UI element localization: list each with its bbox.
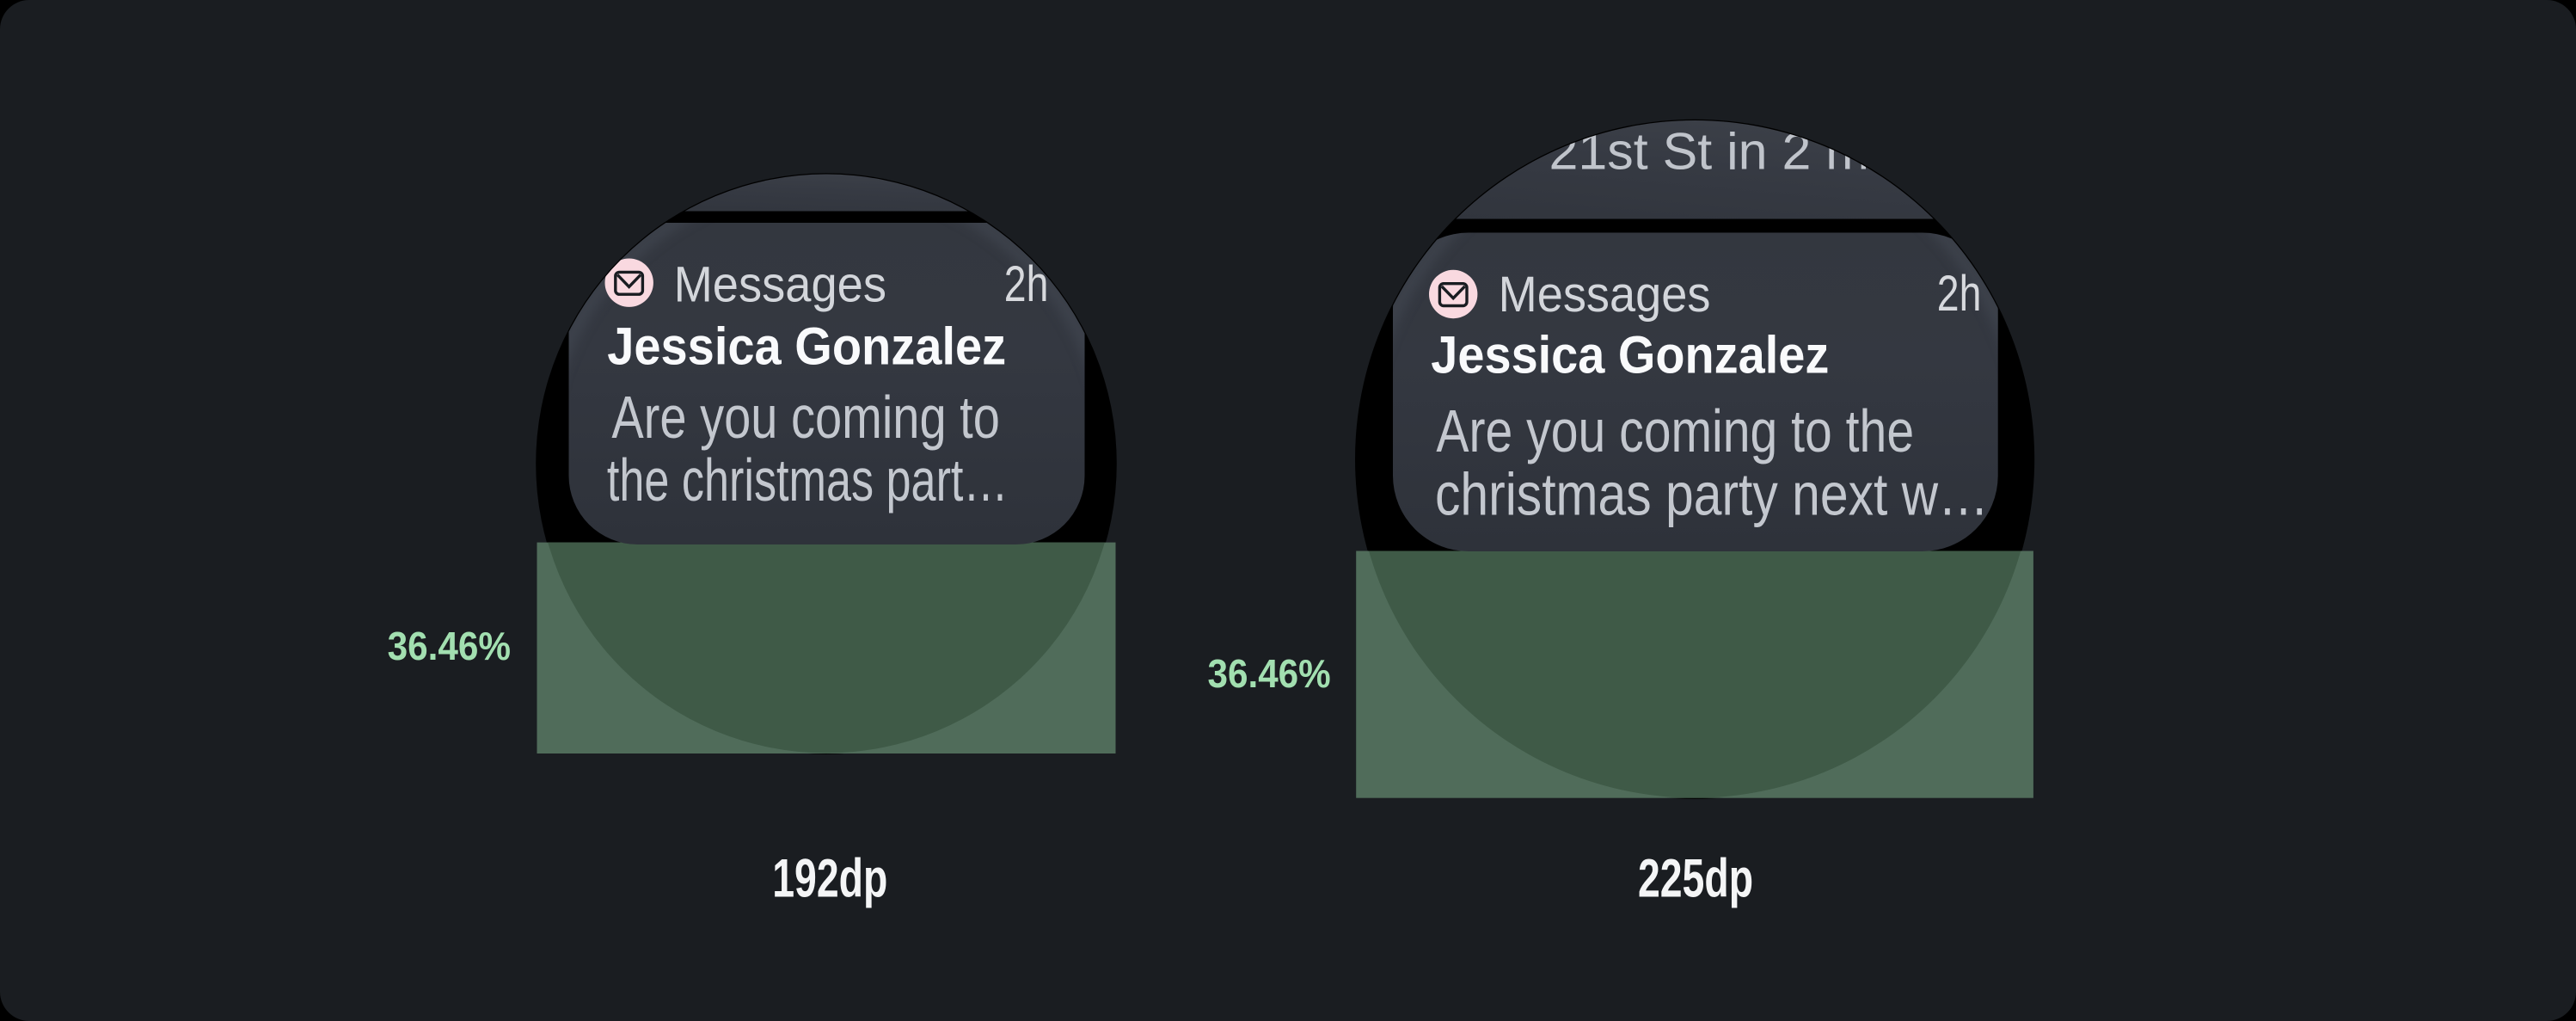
svg-text:christmas party next w…: christmas party next w… — [1435, 461, 1989, 528]
svg-text:36.46%: 36.46% — [388, 624, 511, 668]
svg-text:Jessica Gonzalez: Jessica Gonzalez — [1431, 326, 1829, 384]
svg-text:2h: 2h — [1937, 266, 1982, 322]
svg-text:the christmas part…: the christmas part… — [607, 446, 1009, 514]
svg-text:Messages: Messages — [674, 256, 886, 312]
svg-text:Are you coming to the: Are you coming to the — [1436, 397, 1914, 464]
svg-text:192dp: 192dp — [772, 849, 887, 909]
svg-text:Messages: Messages — [1499, 267, 1711, 323]
svg-text:36.46%: 36.46% — [1208, 651, 1331, 696]
svg-text:Are you coming to: Are you coming to — [611, 384, 1000, 451]
svg-text:225dp: 225dp — [1638, 849, 1753, 909]
svg-text:Jessica Gonzalez: Jessica Gonzalez — [607, 317, 1006, 376]
